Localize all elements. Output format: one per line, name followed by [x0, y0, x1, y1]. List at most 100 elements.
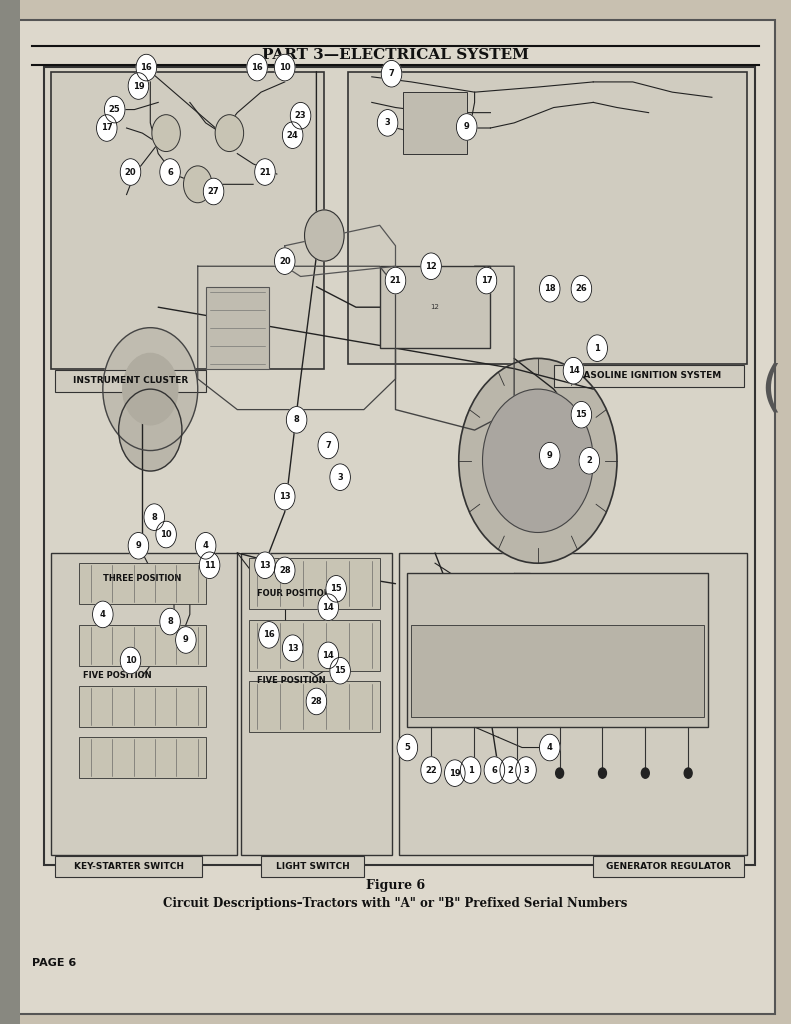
Circle shape: [326, 575, 346, 602]
Text: 18: 18: [544, 285, 555, 293]
Text: 16: 16: [252, 63, 263, 72]
Text: 6: 6: [167, 168, 173, 176]
Bar: [249, 558, 380, 609]
Circle shape: [397, 734, 418, 761]
Text: 3: 3: [384, 119, 391, 127]
Bar: [55, 856, 202, 877]
Text: 17: 17: [481, 276, 492, 285]
Text: 10: 10: [161, 530, 172, 539]
Text: 7: 7: [388, 70, 395, 78]
Bar: [51, 553, 237, 855]
Circle shape: [259, 622, 279, 648]
Circle shape: [274, 483, 295, 510]
Circle shape: [255, 552, 275, 579]
Text: THREE POSITION: THREE POSITION: [103, 574, 181, 583]
Text: KEY-STARTER SWITCH: KEY-STARTER SWITCH: [74, 862, 184, 870]
Bar: [44, 67, 755, 865]
Circle shape: [144, 504, 165, 530]
Text: 26: 26: [576, 285, 587, 293]
Circle shape: [123, 353, 178, 425]
Circle shape: [460, 757, 481, 783]
Circle shape: [156, 521, 176, 548]
Circle shape: [599, 768, 607, 778]
Text: PAGE 6: PAGE 6: [32, 957, 76, 968]
Text: INSTRUMENT CLUSTER: INSTRUMENT CLUSTER: [73, 377, 188, 385]
Bar: [79, 625, 206, 666]
Text: 6: 6: [491, 766, 498, 774]
Circle shape: [120, 159, 141, 185]
Text: 4: 4: [100, 610, 106, 618]
Text: 19: 19: [449, 769, 460, 777]
Text: 2: 2: [586, 457, 592, 465]
Text: 8: 8: [293, 416, 300, 424]
Text: 24: 24: [287, 131, 298, 139]
Bar: [554, 365, 744, 387]
Circle shape: [104, 96, 125, 123]
Circle shape: [184, 166, 212, 203]
Circle shape: [203, 178, 224, 205]
Circle shape: [330, 657, 350, 684]
Circle shape: [318, 432, 339, 459]
Bar: [0, 0, 20, 1024]
Text: 13: 13: [259, 561, 271, 569]
Bar: [403, 92, 467, 154]
Circle shape: [484, 757, 505, 783]
Text: 4: 4: [547, 743, 553, 752]
Circle shape: [136, 54, 157, 81]
Circle shape: [199, 552, 220, 579]
Circle shape: [513, 768, 520, 778]
Circle shape: [160, 608, 180, 635]
Bar: [348, 72, 747, 364]
Text: (: (: [760, 362, 782, 416]
Bar: [206, 287, 269, 369]
Circle shape: [381, 60, 402, 87]
Circle shape: [103, 328, 198, 451]
Circle shape: [282, 635, 303, 662]
Circle shape: [215, 115, 244, 152]
Text: 27: 27: [208, 187, 219, 196]
Text: 5: 5: [404, 743, 411, 752]
Text: 10: 10: [125, 656, 136, 665]
Text: 15: 15: [576, 411, 587, 419]
Circle shape: [456, 114, 477, 140]
Circle shape: [274, 248, 295, 274]
Circle shape: [642, 768, 649, 778]
Text: 12: 12: [430, 304, 440, 310]
Text: 10: 10: [279, 63, 290, 72]
Bar: [399, 553, 747, 855]
Text: 3: 3: [523, 766, 529, 774]
Text: 17: 17: [101, 124, 112, 132]
Text: 15: 15: [335, 667, 346, 675]
Text: 12: 12: [426, 262, 437, 270]
Bar: [380, 266, 490, 348]
Bar: [407, 573, 708, 727]
Circle shape: [128, 532, 149, 559]
Text: 7: 7: [325, 441, 331, 450]
Circle shape: [93, 601, 113, 628]
Text: GENERATOR REGULATOR: GENERATOR REGULATOR: [606, 862, 731, 870]
Text: 21: 21: [390, 276, 401, 285]
Text: FIVE POSITION: FIVE POSITION: [83, 672, 152, 680]
Text: LIGHT SWITCH: LIGHT SWITCH: [275, 862, 350, 870]
Circle shape: [476, 267, 497, 294]
Circle shape: [306, 688, 327, 715]
Text: 9: 9: [135, 542, 142, 550]
Text: 28: 28: [311, 697, 322, 706]
Bar: [241, 553, 392, 855]
Bar: [79, 563, 206, 604]
Text: 14: 14: [323, 603, 334, 611]
Circle shape: [470, 768, 478, 778]
Text: 14: 14: [323, 651, 334, 659]
Circle shape: [305, 210, 344, 261]
Text: 19: 19: [133, 82, 144, 90]
Bar: [79, 686, 206, 727]
Text: 4: 4: [202, 542, 209, 550]
Circle shape: [684, 768, 692, 778]
Circle shape: [195, 532, 216, 559]
Circle shape: [318, 594, 339, 621]
Circle shape: [539, 442, 560, 469]
Text: 3: 3: [337, 473, 343, 481]
Text: Figure 6: Figure 6: [366, 880, 425, 892]
Bar: [249, 620, 380, 671]
Circle shape: [563, 357, 584, 384]
